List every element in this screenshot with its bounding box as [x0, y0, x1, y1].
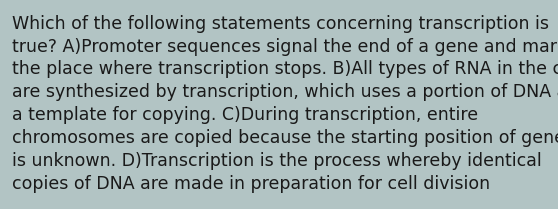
Text: Which of the following statements concerning transcription is
true? A)Promoter s: Which of the following statements concer… — [12, 15, 558, 193]
